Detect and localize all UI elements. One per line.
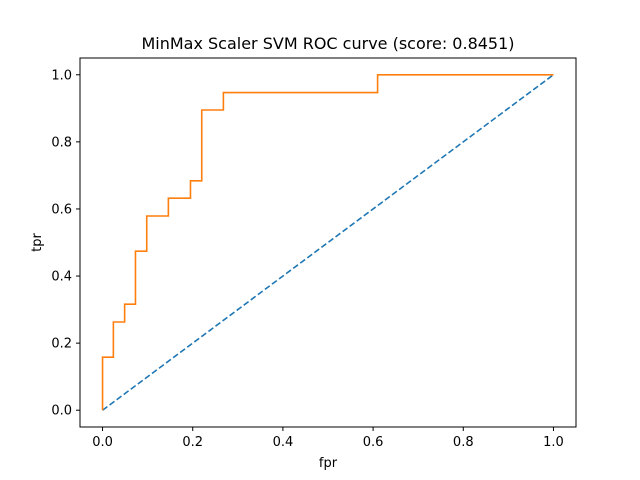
x-tick-label: 0.4 [273, 435, 294, 450]
plot-frame [79, 57, 577, 428]
x-axis: 0.0 0.2 0.4 0.6 0.8 1.0 [92, 427, 564, 450]
chart-title: MinMax Scaler SVM ROC curve (score: 0.84… [141, 34, 514, 53]
x-axis-label: fpr [319, 456, 338, 471]
y-tick-label: 0.4 [51, 270, 72, 285]
plot-area [101, 73, 554, 411]
series-diagonal-line [102, 74, 554, 411]
y-tick-label: 0.6 [51, 202, 72, 217]
x-tick-label: 0.0 [92, 435, 113, 450]
y-tick-label: 1.0 [51, 68, 72, 83]
y-tick-label: 0.2 [51, 337, 72, 352]
series-roc-curve [101, 73, 554, 411]
x-tick-label: 0.2 [182, 435, 203, 450]
x-tick-label: 1.0 [543, 435, 564, 450]
y-tick-label: 0.8 [51, 135, 72, 150]
y-axis-label: tpr [30, 233, 45, 252]
x-tick-label: 0.6 [363, 435, 384, 450]
x-tick-label: 0.8 [453, 435, 474, 450]
y-tick-label: 0.0 [51, 404, 72, 419]
y-axis: 0.0 0.2 0.4 0.6 0.8 1.0 [51, 68, 80, 419]
